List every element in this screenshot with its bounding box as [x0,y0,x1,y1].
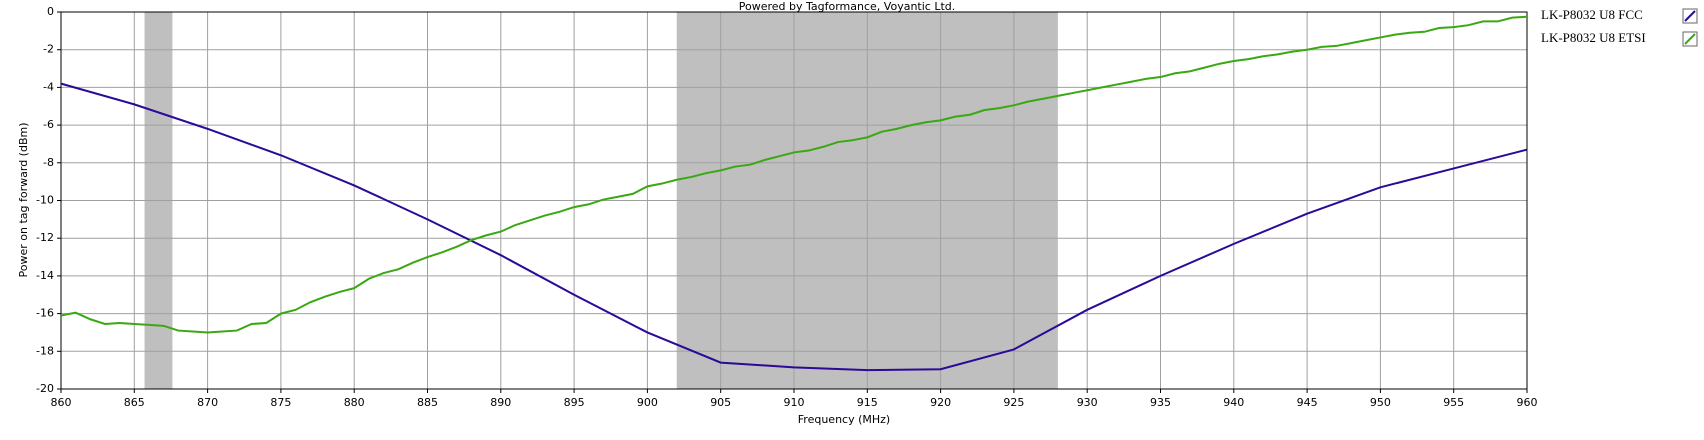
y-tick-label: -6 [43,118,54,131]
y-tick-label: -14 [36,269,54,282]
x-tick-label: 885 [417,396,438,409]
y-tick-label: -8 [43,156,54,169]
legend-swatch-line [1684,33,1696,45]
legend-swatch-line [1684,10,1696,22]
x-tick-label: 935 [1150,396,1171,409]
plot-frame [60,11,1528,390]
x-tick-label: 875 [270,396,291,409]
series-line [60,82,1528,372]
legend-label: LK-P8032 U8 ETSI [1541,30,1646,45]
y-tick-label: 0 [47,5,54,18]
legend-label: LK-P8032 U8 FCC [1541,7,1643,22]
x-tick-label: 905 [710,396,731,409]
x-tick-label: 920 [930,396,951,409]
y-tick-label: -18 [36,344,54,357]
x-axis-label: Frequency (MHz) [798,413,890,426]
y-tick-label: -20 [36,382,54,395]
x-tick-label: 960 [1517,396,1538,409]
series-line [60,15,1528,334]
y-tick-label: -2 [43,43,54,56]
x-tick-label: 865 [124,396,145,409]
y-tick-label: -4 [43,80,54,93]
x-tick-label: 895 [564,396,585,409]
chart-title: Powered by Tagformance, Voyantic Ltd. [739,0,956,13]
y-axis-label: Power on tag forward (dBm) [17,123,30,278]
x-tick-label: 930 [1077,396,1098,409]
x-tick-label: 880 [344,396,365,409]
x-tick-label: 955 [1443,396,1464,409]
x-tick-label: 910 [784,396,805,409]
x-tick-label: 860 [51,396,72,409]
x-tick-label: 890 [490,396,511,409]
y-tick-label: -10 [36,194,54,207]
x-tick-label: 950 [1370,396,1391,409]
x-tick-label: 940 [1223,396,1244,409]
x-tick-label: 925 [1003,396,1024,409]
y-tick-label: -16 [36,307,54,320]
y-tick-label: -12 [36,231,54,244]
x-tick-label: 915 [857,396,878,409]
x-tick-label: 900 [637,396,658,409]
x-tick-label: 945 [1297,396,1318,409]
x-tick-label: 870 [197,396,218,409]
